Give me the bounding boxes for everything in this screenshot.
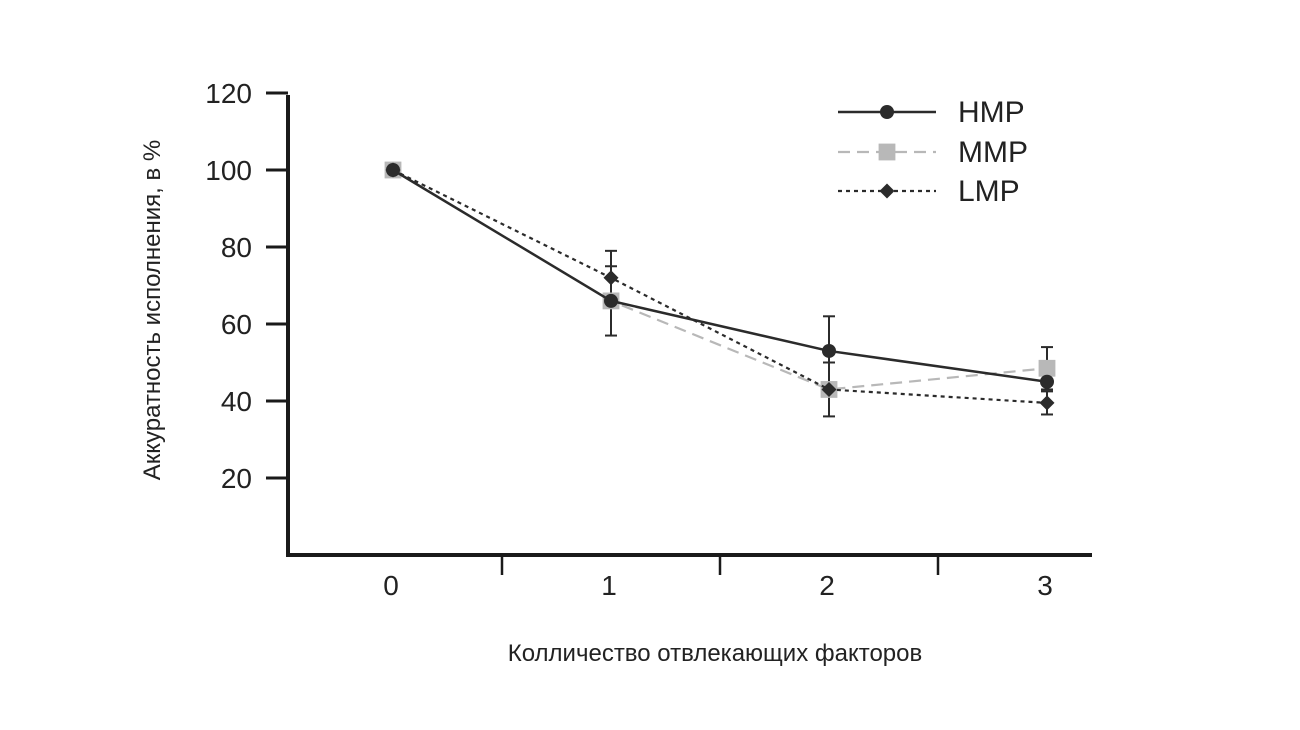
legend-label: LMP — [958, 175, 1020, 208]
x-tick-label: 1 — [601, 570, 617, 601]
y-ticks: 20 40 60 80 100 120 — [205, 78, 288, 494]
y-tick-label: 120 — [205, 78, 252, 109]
x-tick-label: 0 — [383, 570, 399, 601]
axes — [286, 95, 1092, 557]
series-lines — [384, 161, 1056, 411]
data-point-hmp — [1040, 374, 1054, 389]
legend-item-lmp: LMP — [838, 175, 1020, 208]
x-axis-title: Колличество отвлекающих факторов — [508, 640, 923, 667]
legend-label: HMP — [958, 96, 1025, 129]
data-point-lmp — [821, 381, 837, 397]
y-tick-label: 100 — [205, 155, 252, 186]
legend-marker — [878, 143, 896, 161]
y-tick-label: 40 — [221, 386, 252, 417]
y-axis-title: Аккуратность исполнения, в % — [139, 140, 166, 481]
legend-item-hmp: HMP — [838, 96, 1025, 129]
x-ticks: 0 1 2 3 — [383, 570, 1053, 601]
data-point-hmp — [604, 293, 618, 308]
x-tick-label: 3 — [1037, 570, 1053, 601]
data-point-mmp — [1038, 359, 1056, 377]
data-point-lmp — [1039, 395, 1055, 411]
y-tick-label: 60 — [221, 309, 252, 340]
legend-label: MMP — [958, 136, 1028, 169]
data-point-hmp — [822, 343, 836, 358]
series-line-mmp — [392, 169, 1048, 391]
x-separators — [500, 555, 940, 575]
legend-item-mmp: MMP — [838, 136, 1028, 169]
legend: HMP MMP LMP — [838, 96, 1028, 208]
data-point-lmp — [603, 270, 619, 286]
y-tick-label: 20 — [221, 463, 252, 494]
series-line-lmp — [392, 169, 1048, 405]
legend-marker — [880, 105, 894, 119]
y-tick-label: 80 — [221, 232, 252, 263]
series-line-hmp — [392, 168, 1048, 383]
x-tick-label: 2 — [819, 570, 835, 601]
data-point-hmp — [386, 163, 400, 177]
legend-marker — [879, 183, 895, 199]
